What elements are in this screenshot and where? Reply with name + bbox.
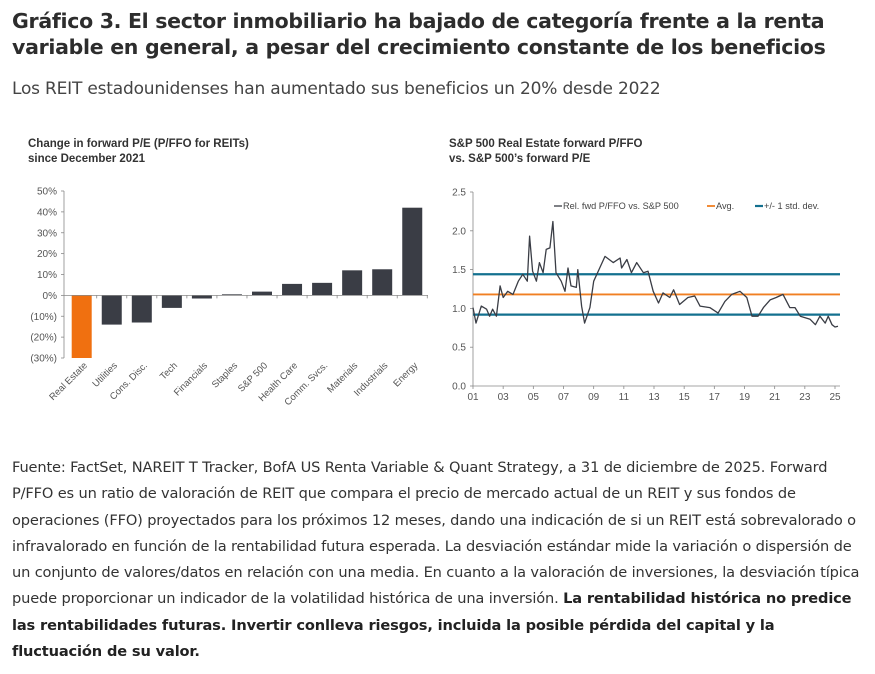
- bar: [312, 282, 333, 296]
- bar: [252, 291, 272, 296]
- y-tick-label: (10%): [30, 312, 57, 323]
- y-tick-label: 0%: [43, 291, 58, 302]
- x-tick-label: 03: [498, 392, 510, 403]
- y-tick-label: 2.5: [452, 188, 466, 199]
- x-tick-label: 23: [799, 392, 811, 403]
- bar: [131, 295, 152, 323]
- y-tick-label: 0.0: [452, 382, 466, 393]
- y-tick-label: 40%: [37, 207, 57, 218]
- x-tick-label: 13: [648, 392, 660, 403]
- x-tick-label: 05: [528, 392, 540, 403]
- legend-label: +/- 1 std. dev.: [764, 201, 819, 211]
- y-tick-label: 1.0: [452, 304, 466, 315]
- bar: [402, 207, 423, 296]
- y-tick-label: 10%: [37, 270, 57, 281]
- y-tick-label: 30%: [37, 228, 57, 239]
- page-title: Gráfico 3. El sector inmobiliario ha baj…: [12, 9, 826, 59]
- x-tick-label: 09: [588, 392, 600, 403]
- x-tick-label: 25: [829, 392, 841, 403]
- bar: [191, 295, 212, 299]
- y-tick-label: 50%: [37, 187, 57, 198]
- x-tick-label: Utilities: [90, 360, 120, 390]
- charts-area: 50% 40% 30% 20% 10% 0% (10%) (20%) (30%)Real Est…: [30, 187, 841, 409]
- legend-label: Avg.: [716, 201, 734, 211]
- x-tick-label: 01: [467, 392, 479, 403]
- x-tick-label: 17: [709, 392, 721, 403]
- line-chart-title-line: S&P 500 Real Estate forward P/FFO: [449, 138, 643, 150]
- y-tick-label: (20%): [30, 333, 57, 344]
- bar: [101, 295, 122, 325]
- x-tick-label: 07: [558, 392, 570, 403]
- bar: [372, 269, 393, 296]
- y-tick-label: (30%): [30, 354, 57, 365]
- bar: [161, 295, 182, 308]
- legend-label: Rel. fwd P/FFO vs. S&P 500: [563, 201, 679, 211]
- line-chart: 2.5 2.0 1.5 1.0 0.5 0.001 03 05 07 09 11 13 15 17 19 21…: [452, 188, 841, 404]
- y-tick-label: 1.5: [452, 265, 466, 276]
- bar-chart-title-line: since December 2021: [28, 153, 145, 165]
- bar-chart: 50% 40% 30% 20% 10% 0% (10%) (20%) (30%)Real Est…: [30, 187, 428, 408]
- x-tick-label: Tech: [158, 360, 180, 382]
- x-tick-label: 11: [619, 392, 630, 403]
- x-tick-label: 21: [769, 392, 781, 403]
- y-tick-label: 2.0: [452, 226, 466, 237]
- line-chart-title: S&P 500 Real Estate forward P/FFO vs. S&…: [449, 137, 642, 167]
- bar: [282, 283, 303, 296]
- bar: [221, 294, 242, 296]
- x-tick-label: Real Estate: [47, 360, 90, 403]
- source-footnote: Fuente: FactSet, NAREIT T Tracker, BofA …: [12, 455, 867, 665]
- x-tick-label: 15: [679, 392, 691, 403]
- bar-chart-title-line: Change in forward P/E (P/FFO for REITs): [28, 138, 249, 150]
- page-subtitle: Los REIT estadounidenses han aumentado s…: [12, 79, 661, 99]
- risk-disclaimer: La rentabilidad histórica no predice las…: [12, 590, 852, 661]
- relative-pe-line: [472, 220, 839, 328]
- footnote-text: Fuente: FactSet, NAREIT T Tracker, BofA …: [12, 459, 860, 608]
- bar: [342, 270, 363, 296]
- bar-chart-title: Change in forward P/E (P/FFO for REITs) …: [28, 137, 249, 167]
- y-tick-label: 20%: [37, 249, 57, 260]
- x-tick-label: Energy: [391, 360, 420, 389]
- bar: [71, 295, 92, 358]
- line-chart-title-line: vs. S&P 500’s forward P/E: [449, 153, 591, 165]
- y-tick-label: 0.5: [452, 343, 466, 354]
- x-tick-label: 19: [739, 392, 751, 403]
